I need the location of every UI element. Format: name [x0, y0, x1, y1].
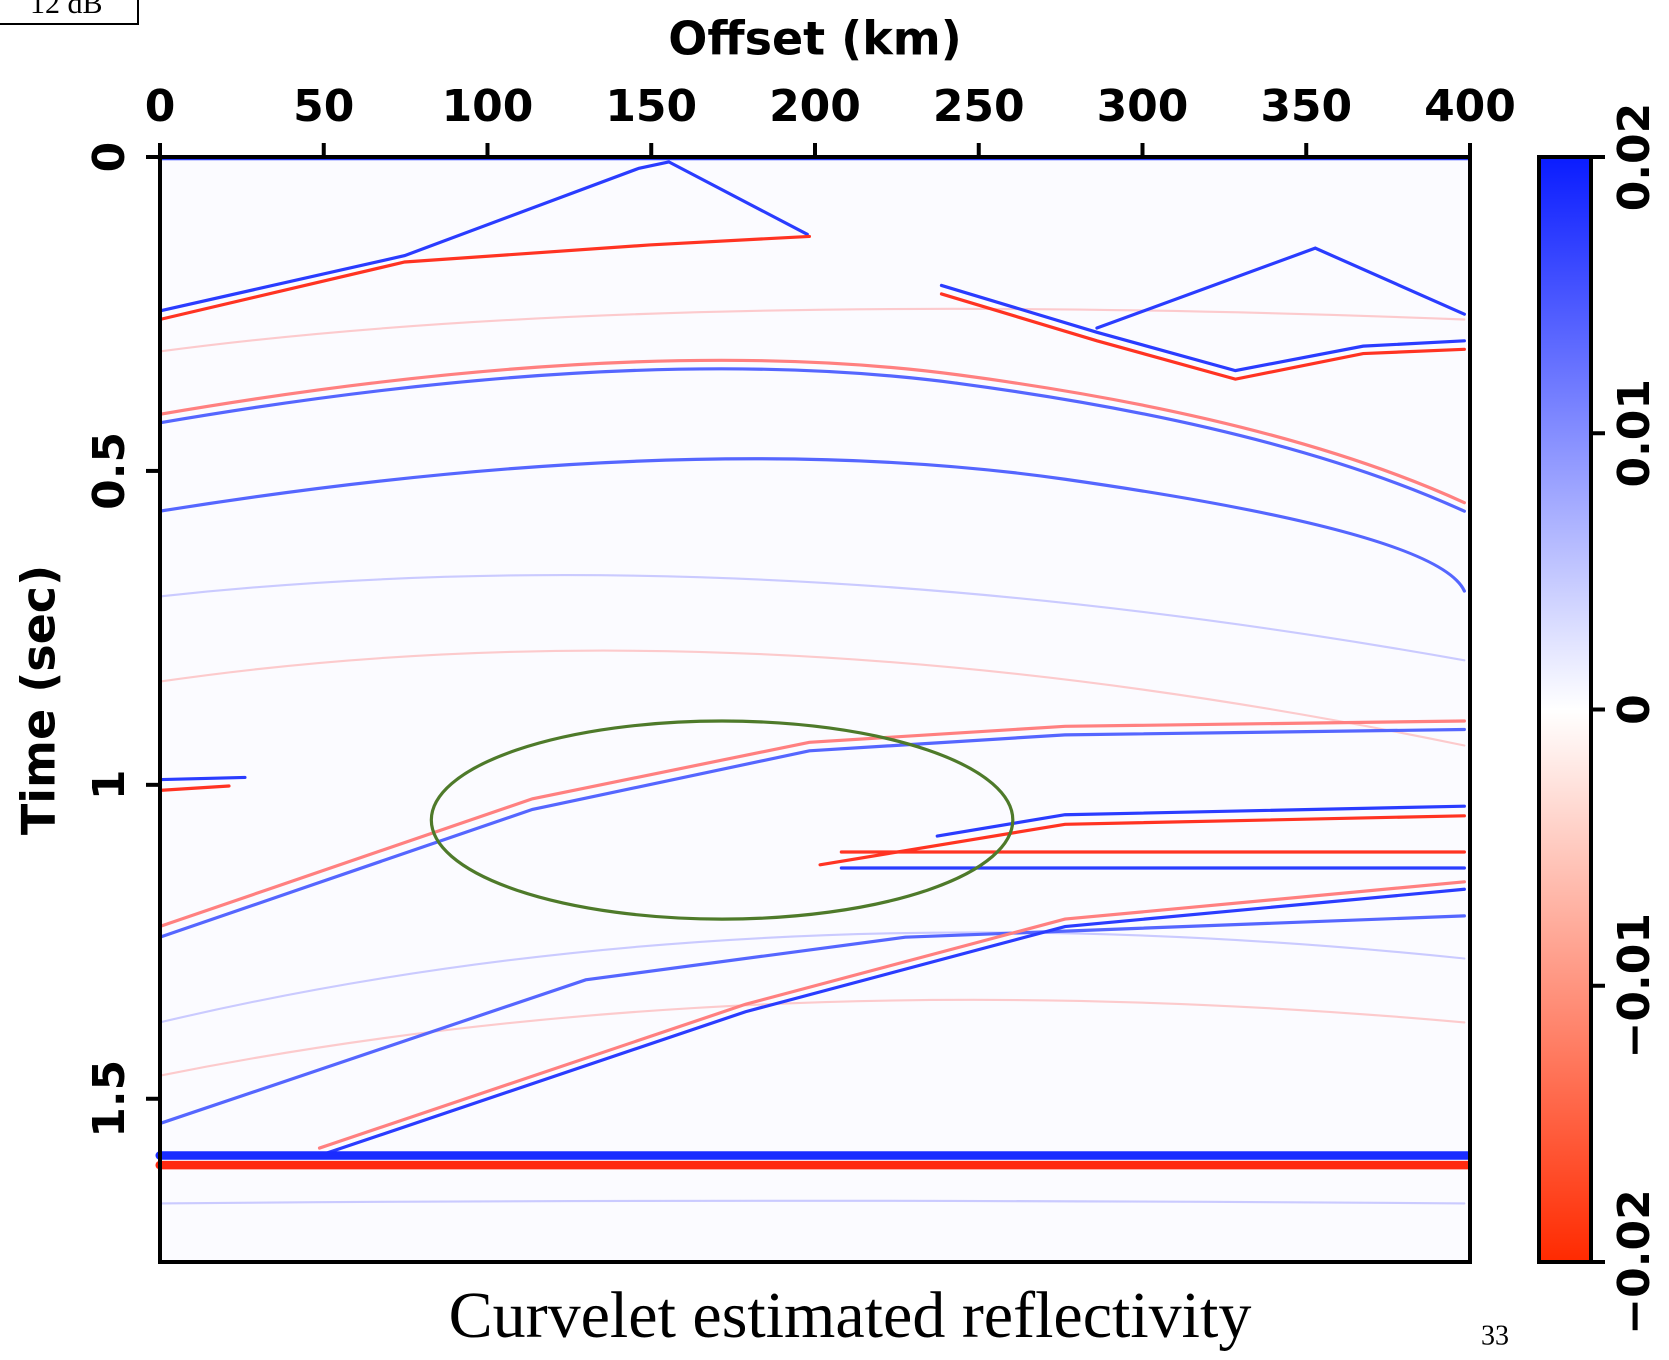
chart-title: Curvelet estimated reflectivity	[449, 1279, 1252, 1352]
gain-label: 12 dB	[30, 0, 103, 20]
reflector	[160, 784, 231, 792]
reflector	[939, 283, 1466, 373]
colorbar-tick-label: 0	[1609, 694, 1660, 725]
y-tick-label: 0.5	[84, 432, 135, 510]
y-tick-label: 1.5	[84, 1060, 135, 1138]
x-tick-label: 250	[933, 81, 1025, 132]
reflector	[158, 719, 1466, 929]
reflector	[158, 727, 1466, 939]
image-background	[159, 156, 1470, 1263]
reflector	[158, 367, 1466, 513]
x-tick-label: 100	[442, 81, 534, 132]
colorbar-tick-label: −0.02	[1609, 1189, 1660, 1334]
reflector	[158, 234, 811, 322]
reflector	[317, 880, 1466, 1150]
colorbar	[1537, 155, 1593, 1264]
reflector	[158, 160, 809, 313]
x-axis-title: Offset (km)	[668, 12, 962, 66]
x-tick-label: 200	[769, 81, 861, 132]
gain-box	[0, 0, 139, 25]
reflector	[158, 931, 1466, 1024]
reflector	[158, 307, 1466, 353]
reflector	[1095, 246, 1466, 330]
y-tick-label: 0	[84, 142, 135, 173]
reflector	[160, 775, 247, 782]
reflector	[158, 914, 1466, 1126]
y-axis-title: Time (sec)	[12, 565, 66, 835]
x-tick-label: 300	[1097, 81, 1189, 132]
reflector	[158, 649, 1466, 747]
reflector	[158, 358, 1466, 505]
reflector	[158, 574, 1466, 662]
reflector	[317, 887, 1466, 1158]
x-tick-label: 50	[293, 81, 354, 132]
reflector	[935, 804, 1466, 838]
reflector	[158, 457, 1466, 593]
x-tick-label: 150	[605, 81, 697, 132]
x-tick-label: 400	[1424, 81, 1516, 132]
reflector	[939, 292, 1466, 381]
highlight-ellipse	[429, 719, 1015, 921]
x-tick-label: 350	[1260, 81, 1352, 132]
seismic-image	[155, 154, 1472, 1263]
colorbar-tick-label: 0.02	[1609, 103, 1660, 212]
colorbar-tick-label: −0.01	[1609, 913, 1660, 1058]
page-number: 33	[1481, 1320, 1509, 1351]
reflector	[158, 1199, 1466, 1205]
colorbar-tick-label: 0.01	[1609, 379, 1660, 488]
x-tick-label: 0	[145, 81, 176, 132]
y-tick-label: 1	[84, 770, 135, 801]
